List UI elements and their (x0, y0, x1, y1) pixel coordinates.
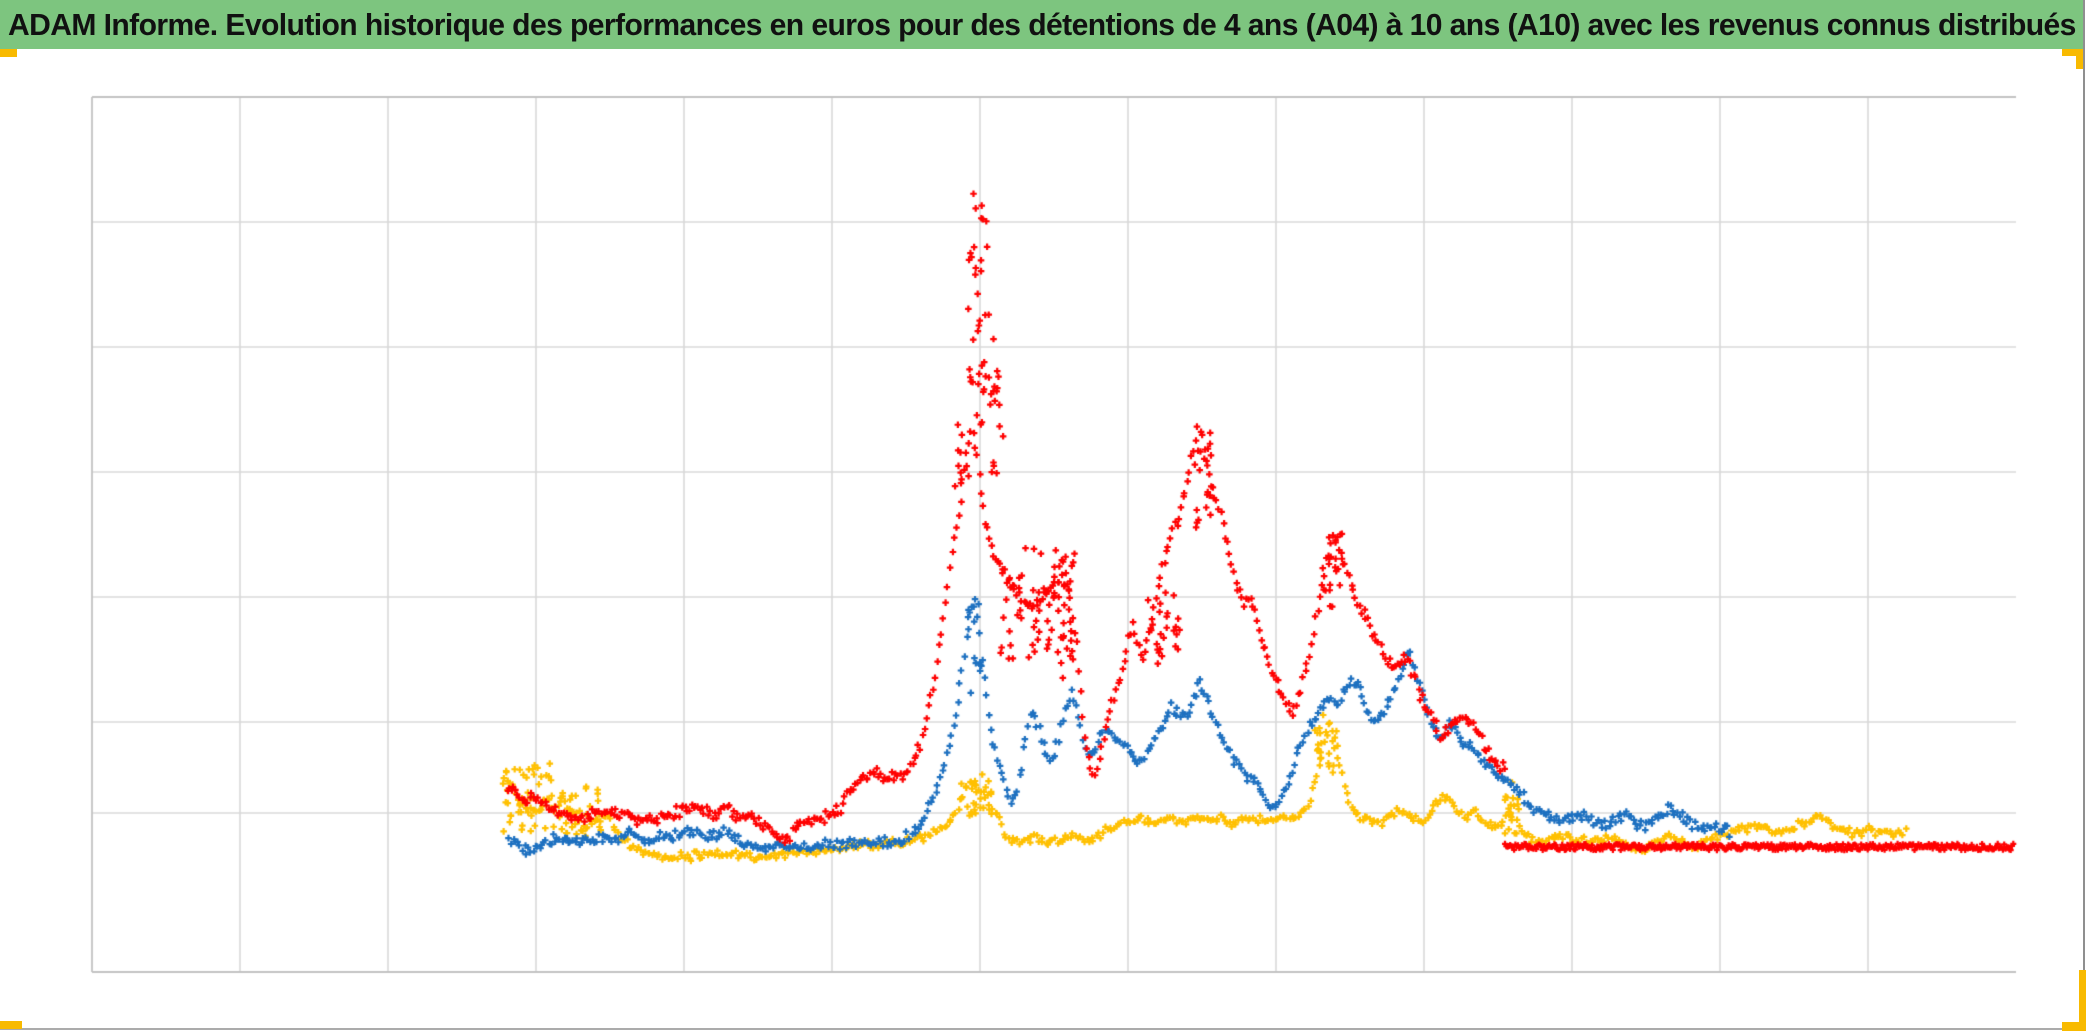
window-right-border (2083, 0, 2085, 1031)
chart-title: ADAM Informe. Evolution historique des p… (7, 6, 2076, 42)
window-bottom-border (0, 1028, 2086, 1030)
corner-mark-top-right-vertical (2076, 49, 2083, 69)
title-bar: ADAM Informe. Evolution historique des p… (0, 0, 2083, 49)
corner-mark-top-left (0, 49, 17, 57)
corner-mark-bottom-left (0, 1021, 22, 1029)
corner-mark-bottom-right-vertical (2079, 970, 2086, 1031)
corner-mark-top-right-horizontal (2062, 49, 2083, 56)
corner-mark-bottom-right-horizontal (2062, 1022, 2086, 1031)
